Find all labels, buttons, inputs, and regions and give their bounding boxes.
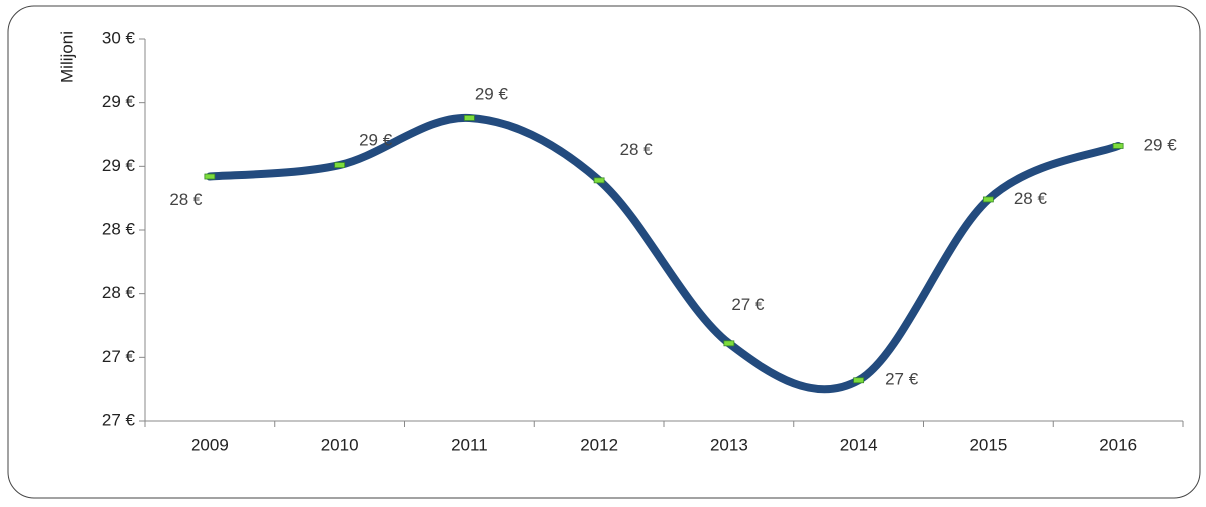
data-label: 28 € xyxy=(169,190,203,209)
marker xyxy=(204,173,216,180)
x-tick-label: 2011 xyxy=(451,435,488,454)
marker xyxy=(1112,143,1124,149)
x-tick-label: 2013 xyxy=(710,435,748,454)
x-tick-label: 2014 xyxy=(840,435,878,454)
marker xyxy=(463,115,475,121)
y-axis-title: Milijoni xyxy=(57,31,76,83)
x-tick-label: 2016 xyxy=(1099,435,1137,454)
data-label: 29 € xyxy=(1144,135,1178,154)
y-tick-label: 28 € xyxy=(102,283,136,302)
marker xyxy=(982,196,994,203)
data-label: 28 € xyxy=(1014,189,1048,208)
data-label: 28 € xyxy=(620,140,654,159)
x-tick-label: 2015 xyxy=(969,435,1007,454)
marker xyxy=(723,340,735,347)
y-tick-label: 29 € xyxy=(102,156,136,175)
data-label: 29 € xyxy=(359,131,393,150)
y-tick-label: 27 € xyxy=(102,347,136,366)
marker xyxy=(853,377,865,384)
y-tick-label: 28 € xyxy=(102,219,136,238)
data-label: 27 € xyxy=(885,370,919,389)
chart-border xyxy=(7,5,1201,499)
marker xyxy=(334,162,346,168)
data-label: 27 € xyxy=(731,295,765,314)
y-tick-label: 27 € xyxy=(102,410,136,429)
x-tick-label: 2012 xyxy=(580,435,618,454)
y-tick-label: 30 € xyxy=(102,28,136,47)
x-tick-label: 2010 xyxy=(321,435,359,454)
data-label: 29 € xyxy=(475,84,509,103)
marker xyxy=(593,177,605,184)
y-tick-label: 29 € xyxy=(102,92,136,111)
line xyxy=(205,113,1123,394)
x-tick-label: 2009 xyxy=(191,435,229,454)
